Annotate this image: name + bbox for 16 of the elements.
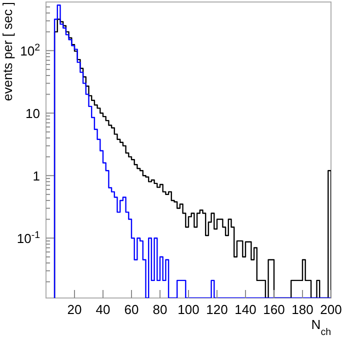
x-tick-label: 160	[263, 302, 285, 317]
y-axis-title: events per [ sec ]	[0, 2, 15, 101]
x-tick-label: 140	[234, 302, 256, 317]
x-tick-label: 100	[178, 302, 200, 317]
x-tick-label: 40	[96, 302, 110, 317]
x-axis-title: N$_{ch}$	[311, 317, 331, 338]
x-tick-label: 60	[124, 302, 139, 317]
x-tick-label: 80	[152, 302, 168, 317]
y-tick-label: 10$^{-1}$	[16, 230, 40, 246]
x-tick-label: 180	[292, 302, 314, 317]
x-tick-label: 200	[320, 302, 342, 317]
y-tick-label: 10$^{2}$	[20, 42, 40, 59]
y-tick-label: 1	[32, 168, 40, 184]
y-tick-label: 10	[26, 106, 40, 122]
x-tick-label: 120	[206, 302, 228, 317]
x-tick-label: 20	[67, 302, 82, 317]
